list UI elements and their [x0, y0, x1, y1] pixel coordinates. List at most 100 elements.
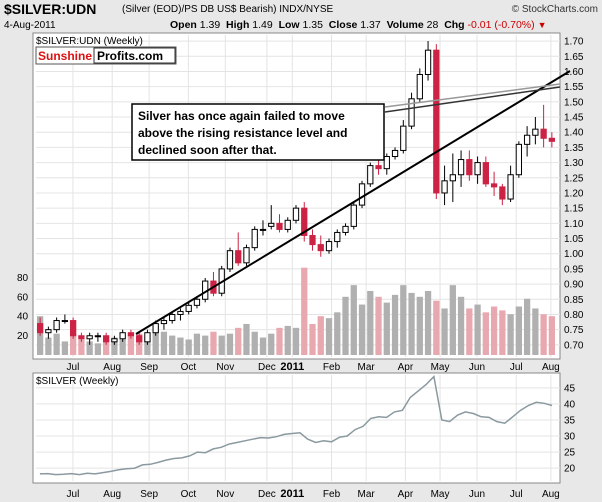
silver-grid	[36, 375, 560, 481]
price-tick-label: 1.05	[564, 234, 584, 245]
volume-bar	[367, 290, 374, 355]
volume-bar	[449, 285, 456, 355]
volume-bar	[507, 314, 514, 355]
annotation-box: Silver has once again failed to move abo…	[131, 103, 385, 161]
price-panel-label: $SILVER:UDN (Weekly)	[36, 36, 143, 47]
silver-x-label: Apr	[398, 489, 414, 500]
silver-x-label: Feb	[323, 489, 341, 500]
candle-body	[309, 234, 316, 246]
volume-bar	[515, 306, 522, 355]
silver-x-label: Sep	[140, 489, 158, 500]
volume-bar	[408, 292, 415, 355]
volume-bar	[94, 343, 102, 355]
candle-body	[424, 49, 432, 75]
volume-bar	[243, 323, 250, 355]
sunshine-profits-logo: Sunshine Profits.com	[35, 46, 177, 65]
price-tick-label: 1.40	[564, 128, 584, 139]
volume-bar	[152, 325, 159, 355]
candle-body	[391, 149, 399, 158]
candle-body	[375, 165, 382, 170]
candle-body	[284, 219, 291, 230]
candle-body	[61, 320, 69, 323]
volume-bar	[61, 341, 69, 355]
price-tick-label: 1.10	[564, 219, 584, 230]
candle-body	[342, 225, 349, 233]
silver-line-panel	[32, 372, 561, 484]
silver-tick-labels: 45 40 35 30 25 20	[564, 383, 576, 474]
volume-bar	[160, 331, 168, 355]
price-tick-label: 0.80	[564, 310, 584, 321]
volume-bar	[457, 296, 465, 355]
price-panel	[32, 32, 561, 360]
volume-bar	[523, 298, 531, 355]
volume-bar	[226, 333, 234, 355]
volume-bar	[358, 304, 366, 355]
high-label: High	[226, 19, 250, 31]
price-tick-label: 0.95	[564, 264, 584, 275]
volume-bar	[482, 312, 489, 355]
candle-body	[152, 323, 159, 334]
volume-tick-label: 40	[17, 312, 29, 323]
volume-bar	[78, 339, 85, 355]
candle-body	[292, 207, 300, 221]
candle-body	[317, 244, 324, 252]
candle-body	[358, 183, 366, 206]
candle-body	[276, 222, 283, 230]
chart-header: $SILVER:UDN (Silver (EOD)/PS DB US$ Bear…	[0, 0, 602, 34]
volume-bar	[251, 331, 258, 355]
chg-value: -0.01 (-0.70%)	[467, 19, 535, 31]
price-x-label: May	[431, 362, 450, 373]
candle-body	[86, 335, 93, 340]
silver-x-label: Jul	[67, 489, 80, 500]
volume-bar	[499, 310, 506, 355]
silver-price-line	[39, 375, 553, 476]
silver-x-label: Aug	[542, 489, 560, 500]
candle-body	[482, 162, 489, 185]
volume-bar	[416, 296, 423, 355]
candle-body	[185, 304, 192, 312]
price-x-label: Aug	[103, 362, 121, 373]
volume-bar	[235, 327, 242, 355]
volume-bar	[350, 285, 357, 355]
price-tick-label: 0.75	[564, 325, 584, 336]
volume-tick-label: 80	[17, 273, 29, 284]
volume-bar	[400, 285, 407, 355]
silver-x-label: 2011	[280, 488, 304, 500]
annotation-line-3: declined soon after that.	[138, 143, 277, 157]
price-tick-label: 1.15	[564, 204, 584, 215]
candle-body	[226, 250, 234, 270]
candle-body	[70, 320, 77, 337]
price-tick-label: 0.70	[564, 340, 584, 351]
price-x-label: Jul	[510, 362, 523, 373]
candle-body	[45, 329, 52, 334]
price-tick-label: 1.45	[564, 113, 584, 124]
price-tick-label: 1.35	[564, 143, 584, 154]
candle-body	[383, 156, 390, 170]
volume-bar	[383, 302, 390, 355]
candle-body	[515, 143, 522, 176]
open-value: 1.39	[199, 19, 221, 31]
volume-bar	[218, 335, 225, 355]
silver-x-label: Nov	[216, 489, 234, 500]
candle-body	[193, 298, 201, 306]
volume-tick-labels: 80 60 40 20	[17, 273, 29, 342]
price-tick-label: 0.90	[564, 280, 584, 291]
price-tick-label: 1.70	[564, 37, 584, 48]
volume-bar	[441, 308, 448, 355]
price-tick-label: 0.85	[564, 295, 584, 306]
price-x-label: Jun	[469, 362, 485, 373]
candle-body	[400, 125, 407, 151]
close-label: Close	[328, 19, 358, 31]
volume-bar	[391, 294, 399, 355]
volume-bar	[103, 340, 110, 355]
silver-x-label: May	[431, 489, 450, 500]
price-x-label: 2011	[280, 361, 304, 373]
silver-x-label: Dec	[258, 489, 276, 500]
volume-tick-label: 60	[17, 292, 29, 303]
candle-body	[111, 338, 118, 343]
candles	[36, 41, 556, 345]
volume-bar	[334, 312, 341, 355]
volume-bar	[375, 296, 382, 355]
candle-body	[507, 174, 514, 200]
